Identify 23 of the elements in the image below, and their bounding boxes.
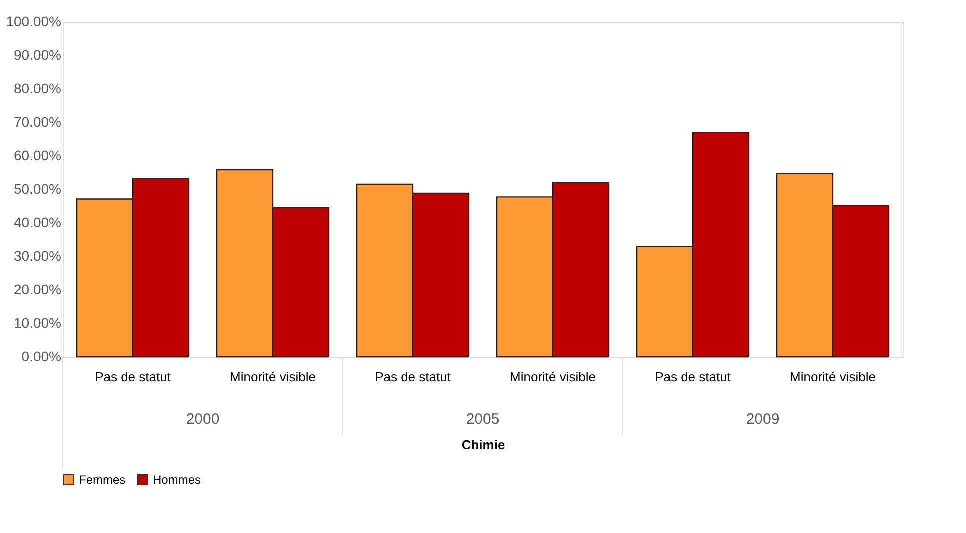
legend-label: Femmes — [79, 473, 126, 487]
text: 2009 — [746, 411, 780, 428]
x-axis-title: Chimie — [462, 438, 506, 452]
y-tick-label: 100.00% — [6, 14, 62, 30]
x-tick-label: Minorité visible — [790, 370, 876, 384]
y-tick-label: 70.00% — [14, 114, 62, 130]
y-tick-label: 90.00% — [14, 47, 62, 63]
y-tick-label: 20.00% — [14, 282, 62, 298]
y-tick-label: 40.00% — [14, 214, 62, 230]
y-tick-label: 50.00% — [14, 181, 62, 197]
legend-label: Hommes — [153, 473, 202, 487]
x-tick-label: Minorité visible — [510, 370, 596, 384]
text: 2005 — [466, 411, 500, 428]
y-tick-label: 30.00% — [14, 248, 62, 264]
y-tick-label: 60.00% — [14, 148, 62, 164]
x-tick-label: Pas de statut — [655, 370, 732, 384]
x-tick-label: Pas de statut — [375, 370, 452, 384]
y-tick-label: 0.00% — [22, 348, 62, 364]
y-tick-label: 10.00% — [14, 315, 62, 331]
y-tick-label: 80.00% — [14, 80, 62, 96]
x-tick-label: Pas de statut — [95, 370, 172, 384]
x-tick-label: Minorité visible — [230, 370, 316, 384]
text: 2000 — [186, 411, 220, 428]
